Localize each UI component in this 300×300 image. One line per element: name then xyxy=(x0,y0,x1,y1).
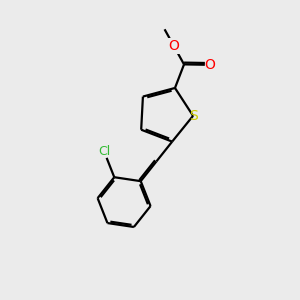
Text: O: O xyxy=(169,39,179,53)
Text: O: O xyxy=(205,58,216,72)
Text: S: S xyxy=(189,109,197,123)
Text: Cl: Cl xyxy=(98,145,110,158)
